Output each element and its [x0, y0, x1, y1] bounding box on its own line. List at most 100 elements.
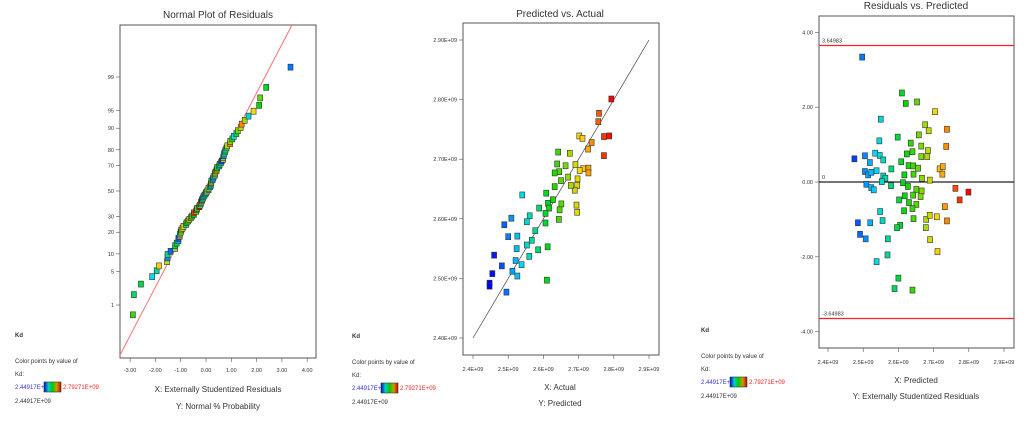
legend-variable: Kd: — [15, 372, 24, 378]
data-point — [891, 285, 898, 292]
data-point — [899, 89, 905, 97]
data-point — [862, 168, 868, 175]
data-point — [916, 131, 922, 139]
data-point — [514, 272, 521, 280]
data-point — [287, 63, 294, 71]
x-tick-label: -1.00 — [174, 368, 187, 374]
y-axis-label: Y: Normal % Probability — [176, 402, 260, 411]
data-point — [885, 235, 891, 243]
legend-heading: Kd — [352, 334, 360, 340]
data-point — [556, 216, 562, 223]
data-point — [585, 169, 592, 177]
legend-current-value: 2.44917E+09 — [15, 399, 52, 405]
data-point — [923, 224, 929, 231]
data-point — [859, 53, 865, 61]
legend-caption: Color points by value of — [15, 359, 78, 365]
data-point — [909, 286, 916, 294]
data-point — [509, 267, 516, 275]
legend-variable: Kd: — [701, 367, 710, 373]
data-point — [855, 219, 861, 227]
data-point — [944, 125, 950, 133]
legend-heading: Kd — [701, 328, 709, 334]
data-point — [944, 217, 950, 225]
data-point — [910, 191, 916, 199]
data-point — [608, 95, 615, 103]
y-tick-label: 95 — [108, 108, 114, 114]
x-tick-label: 2.5E+09 — [498, 367, 519, 373]
data-point — [905, 183, 911, 190]
data-point — [558, 200, 565, 208]
data-point — [932, 108, 938, 115]
identity-line — [472, 39, 650, 339]
data-point — [536, 204, 542, 212]
data-point — [526, 212, 533, 220]
data-point — [873, 167, 880, 175]
x-tick-label: 2.9E+09 — [994, 360, 1015, 366]
y-tick-label: 50 — [108, 189, 114, 195]
y-tick-label: 2.80E+09 — [433, 98, 457, 104]
y-tick-label: 4.00 — [802, 30, 813, 36]
y-tick-label: 90 — [108, 126, 114, 132]
y-tick-label: 0.00 — [802, 180, 813, 186]
data-point — [863, 180, 870, 188]
y-tick-label: 80 — [108, 148, 114, 154]
legend-heading: Kd — [15, 333, 23, 339]
data-point — [923, 216, 930, 223]
data-point — [501, 221, 508, 229]
upper-limit-label: 3.64983 — [822, 38, 842, 44]
data-point — [914, 98, 920, 106]
data-point — [518, 261, 525, 268]
data-point — [898, 158, 905, 166]
lower-limit-label: -3.64983 — [822, 312, 844, 318]
legend-color-bar — [380, 382, 399, 394]
data-point — [873, 258, 880, 265]
y-tick-label: 2.90E+09 — [433, 38, 457, 44]
predicted-vs-actual: Predicted vs. Actual 2.4E+09 2.5E+09 2.6E+… — [433, 9, 660, 408]
data-point — [868, 168, 875, 176]
data-point — [542, 219, 549, 227]
data-point — [965, 188, 972, 196]
y-tick-label: 70 — [108, 163, 114, 169]
data-point — [882, 174, 889, 182]
x-tick-label: 3.00 — [277, 368, 288, 374]
data-point — [956, 196, 963, 204]
y-axis-label: Y: Externally Studentized Residuals — [853, 392, 979, 401]
x-axis-label: X: Actual — [544, 383, 576, 392]
data-point — [922, 121, 928, 129]
x-tick-label: 2.7E+09 — [568, 367, 589, 373]
data-point — [551, 169, 558, 177]
legend-caption: Color points by value of — [352, 360, 415, 366]
plot-frame — [462, 22, 660, 356]
legend-current-value: 2.44917E+09 — [352, 400, 389, 406]
y-axis-label: Y: Predicted — [538, 399, 581, 408]
data-point — [877, 208, 883, 215]
data-point — [870, 186, 877, 194]
data-point — [532, 227, 539, 235]
x-tick-label: -2.00 — [149, 368, 162, 374]
data-point — [263, 84, 270, 91]
data-point — [943, 143, 950, 150]
data-point — [167, 248, 174, 255]
data-point — [896, 196, 902, 204]
legend-current-value: 2.44917E+09 — [701, 394, 738, 400]
data-point — [571, 186, 578, 194]
legend-min-label: 2.44917E+09 — [15, 385, 52, 391]
data-point — [556, 168, 563, 176]
data-point — [489, 270, 496, 277]
data-point — [528, 236, 535, 244]
legend-color-bar — [43, 381, 62, 393]
x-tick-label: 2.5E+09 — [853, 360, 874, 366]
data-point — [879, 178, 885, 185]
data-point — [884, 251, 891, 259]
data-point — [895, 274, 902, 282]
data-point — [942, 203, 948, 210]
data-point — [606, 132, 613, 140]
legend-color-bar — [729, 376, 748, 388]
data-point — [905, 162, 912, 169]
data-point — [939, 163, 946, 170]
data-point — [901, 171, 908, 179]
data-point — [909, 205, 916, 212]
data-point — [544, 276, 550, 284]
data-point — [131, 291, 137, 298]
data-point — [542, 210, 549, 217]
